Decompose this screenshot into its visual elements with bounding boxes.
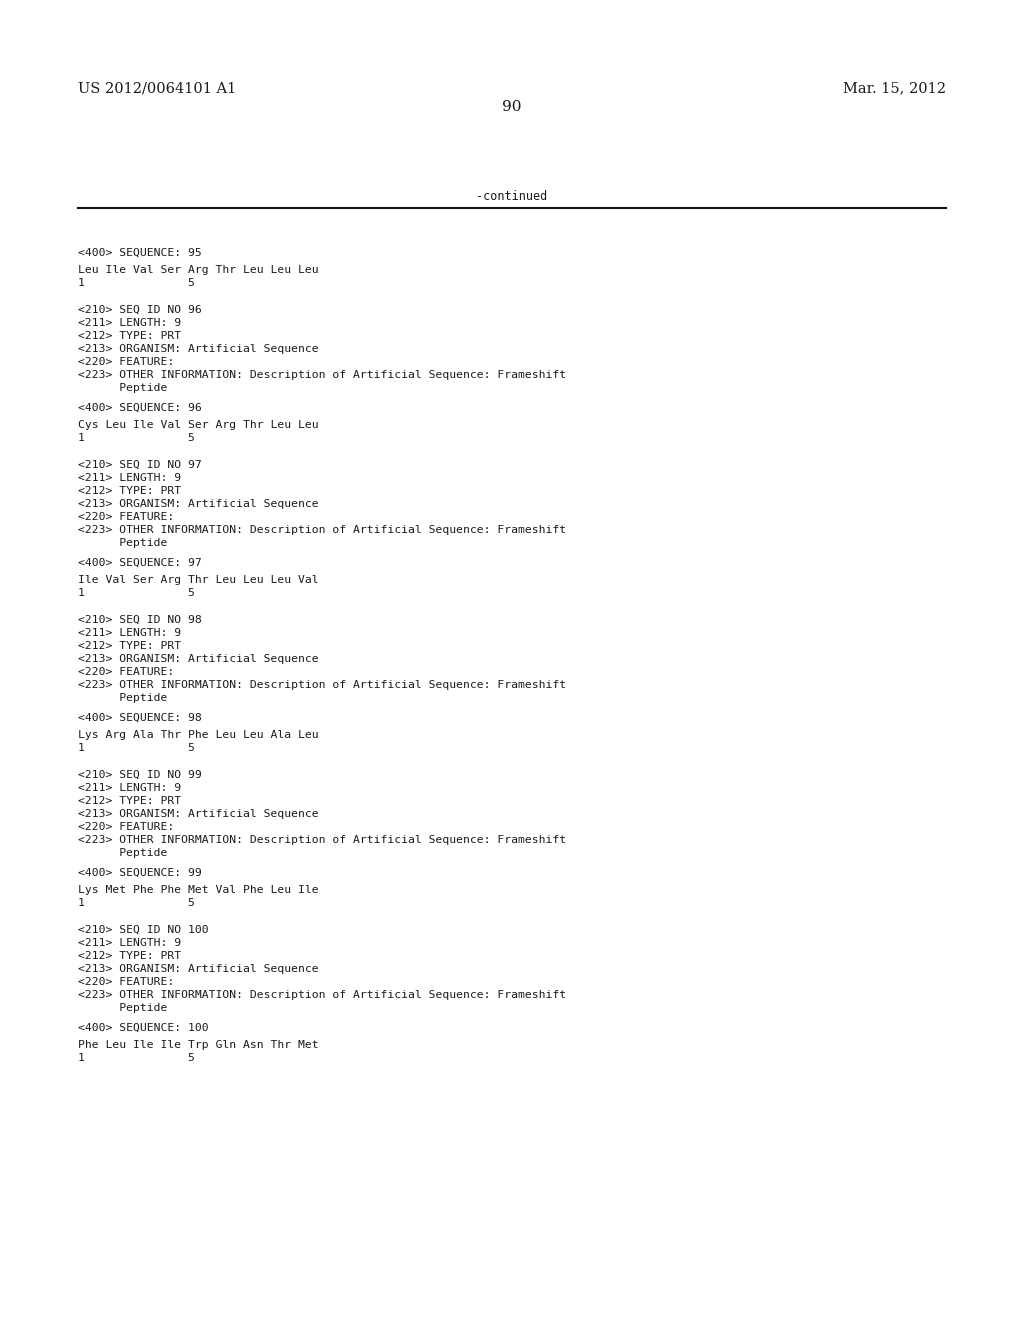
Text: Lys Met Phe Phe Met Val Phe Leu Ile: Lys Met Phe Phe Met Val Phe Leu Ile: [78, 884, 318, 895]
Text: <212> TYPE: PRT: <212> TYPE: PRT: [78, 796, 181, 807]
Text: <400> SEQUENCE: 96: <400> SEQUENCE: 96: [78, 403, 202, 413]
Text: <213> ORGANISM: Artificial Sequence: <213> ORGANISM: Artificial Sequence: [78, 964, 318, 974]
Text: <211> LENGTH: 9: <211> LENGTH: 9: [78, 628, 181, 638]
Text: <220> FEATURE:: <220> FEATURE:: [78, 512, 174, 521]
Text: -continued: -continued: [476, 190, 548, 202]
Text: 1               5: 1 5: [78, 433, 195, 444]
Text: <220> FEATURE:: <220> FEATURE:: [78, 667, 174, 677]
Text: <223> OTHER INFORMATION: Description of Artificial Sequence: Frameshift: <223> OTHER INFORMATION: Description of …: [78, 680, 566, 690]
Text: <220> FEATURE:: <220> FEATURE:: [78, 822, 174, 832]
Text: Phe Leu Ile Ile Trp Gln Asn Thr Met: Phe Leu Ile Ile Trp Gln Asn Thr Met: [78, 1040, 318, 1049]
Text: <400> SEQUENCE: 99: <400> SEQUENCE: 99: [78, 869, 202, 878]
Text: <220> FEATURE:: <220> FEATURE:: [78, 977, 174, 987]
Text: Ile Val Ser Arg Thr Leu Leu Leu Val: Ile Val Ser Arg Thr Leu Leu Leu Val: [78, 576, 318, 585]
Text: <210> SEQ ID NO 96: <210> SEQ ID NO 96: [78, 305, 202, 315]
Text: <211> LENGTH: 9: <211> LENGTH: 9: [78, 783, 181, 793]
Text: <400> SEQUENCE: 95: <400> SEQUENCE: 95: [78, 248, 202, 257]
Text: Leu Ile Val Ser Arg Thr Leu Leu Leu: Leu Ile Val Ser Arg Thr Leu Leu Leu: [78, 265, 318, 275]
Text: Peptide: Peptide: [78, 383, 167, 393]
Text: <400> SEQUENCE: 98: <400> SEQUENCE: 98: [78, 713, 202, 723]
Text: Mar. 15, 2012: Mar. 15, 2012: [843, 81, 946, 95]
Text: <211> LENGTH: 9: <211> LENGTH: 9: [78, 473, 181, 483]
Text: <211> LENGTH: 9: <211> LENGTH: 9: [78, 318, 181, 327]
Text: 1               5: 1 5: [78, 279, 195, 288]
Text: Peptide: Peptide: [78, 1003, 167, 1012]
Text: Lys Arg Ala Thr Phe Leu Leu Ala Leu: Lys Arg Ala Thr Phe Leu Leu Ala Leu: [78, 730, 318, 741]
Text: <212> TYPE: PRT: <212> TYPE: PRT: [78, 950, 181, 961]
Text: <210> SEQ ID NO 98: <210> SEQ ID NO 98: [78, 615, 202, 624]
Text: <400> SEQUENCE: 97: <400> SEQUENCE: 97: [78, 558, 202, 568]
Text: <223> OTHER INFORMATION: Description of Artificial Sequence: Frameshift: <223> OTHER INFORMATION: Description of …: [78, 990, 566, 1001]
Text: Peptide: Peptide: [78, 847, 167, 858]
Text: <212> TYPE: PRT: <212> TYPE: PRT: [78, 486, 181, 496]
Text: <223> OTHER INFORMATION: Description of Artificial Sequence: Frameshift: <223> OTHER INFORMATION: Description of …: [78, 370, 566, 380]
Text: 1               5: 1 5: [78, 898, 195, 908]
Text: Cys Leu Ile Val Ser Arg Thr Leu Leu: Cys Leu Ile Val Ser Arg Thr Leu Leu: [78, 420, 318, 430]
Text: <212> TYPE: PRT: <212> TYPE: PRT: [78, 642, 181, 651]
Text: 90: 90: [502, 100, 522, 114]
Text: <213> ORGANISM: Artificial Sequence: <213> ORGANISM: Artificial Sequence: [78, 653, 318, 664]
Text: <210> SEQ ID NO 100: <210> SEQ ID NO 100: [78, 925, 209, 935]
Text: <223> OTHER INFORMATION: Description of Artificial Sequence: Frameshift: <223> OTHER INFORMATION: Description of …: [78, 525, 566, 535]
Text: 1               5: 1 5: [78, 743, 195, 752]
Text: <223> OTHER INFORMATION: Description of Artificial Sequence: Frameshift: <223> OTHER INFORMATION: Description of …: [78, 836, 566, 845]
Text: US 2012/0064101 A1: US 2012/0064101 A1: [78, 81, 237, 95]
Text: <213> ORGANISM: Artificial Sequence: <213> ORGANISM: Artificial Sequence: [78, 499, 318, 510]
Text: <210> SEQ ID NO 99: <210> SEQ ID NO 99: [78, 770, 202, 780]
Text: <400> SEQUENCE: 100: <400> SEQUENCE: 100: [78, 1023, 209, 1034]
Text: <220> FEATURE:: <220> FEATURE:: [78, 356, 174, 367]
Text: <213> ORGANISM: Artificial Sequence: <213> ORGANISM: Artificial Sequence: [78, 345, 318, 354]
Text: Peptide: Peptide: [78, 693, 167, 704]
Text: <211> LENGTH: 9: <211> LENGTH: 9: [78, 939, 181, 948]
Text: <210> SEQ ID NO 97: <210> SEQ ID NO 97: [78, 459, 202, 470]
Text: Peptide: Peptide: [78, 539, 167, 548]
Text: <213> ORGANISM: Artificial Sequence: <213> ORGANISM: Artificial Sequence: [78, 809, 318, 818]
Text: 1               5: 1 5: [78, 587, 195, 598]
Text: 1               5: 1 5: [78, 1053, 195, 1063]
Text: <212> TYPE: PRT: <212> TYPE: PRT: [78, 331, 181, 341]
